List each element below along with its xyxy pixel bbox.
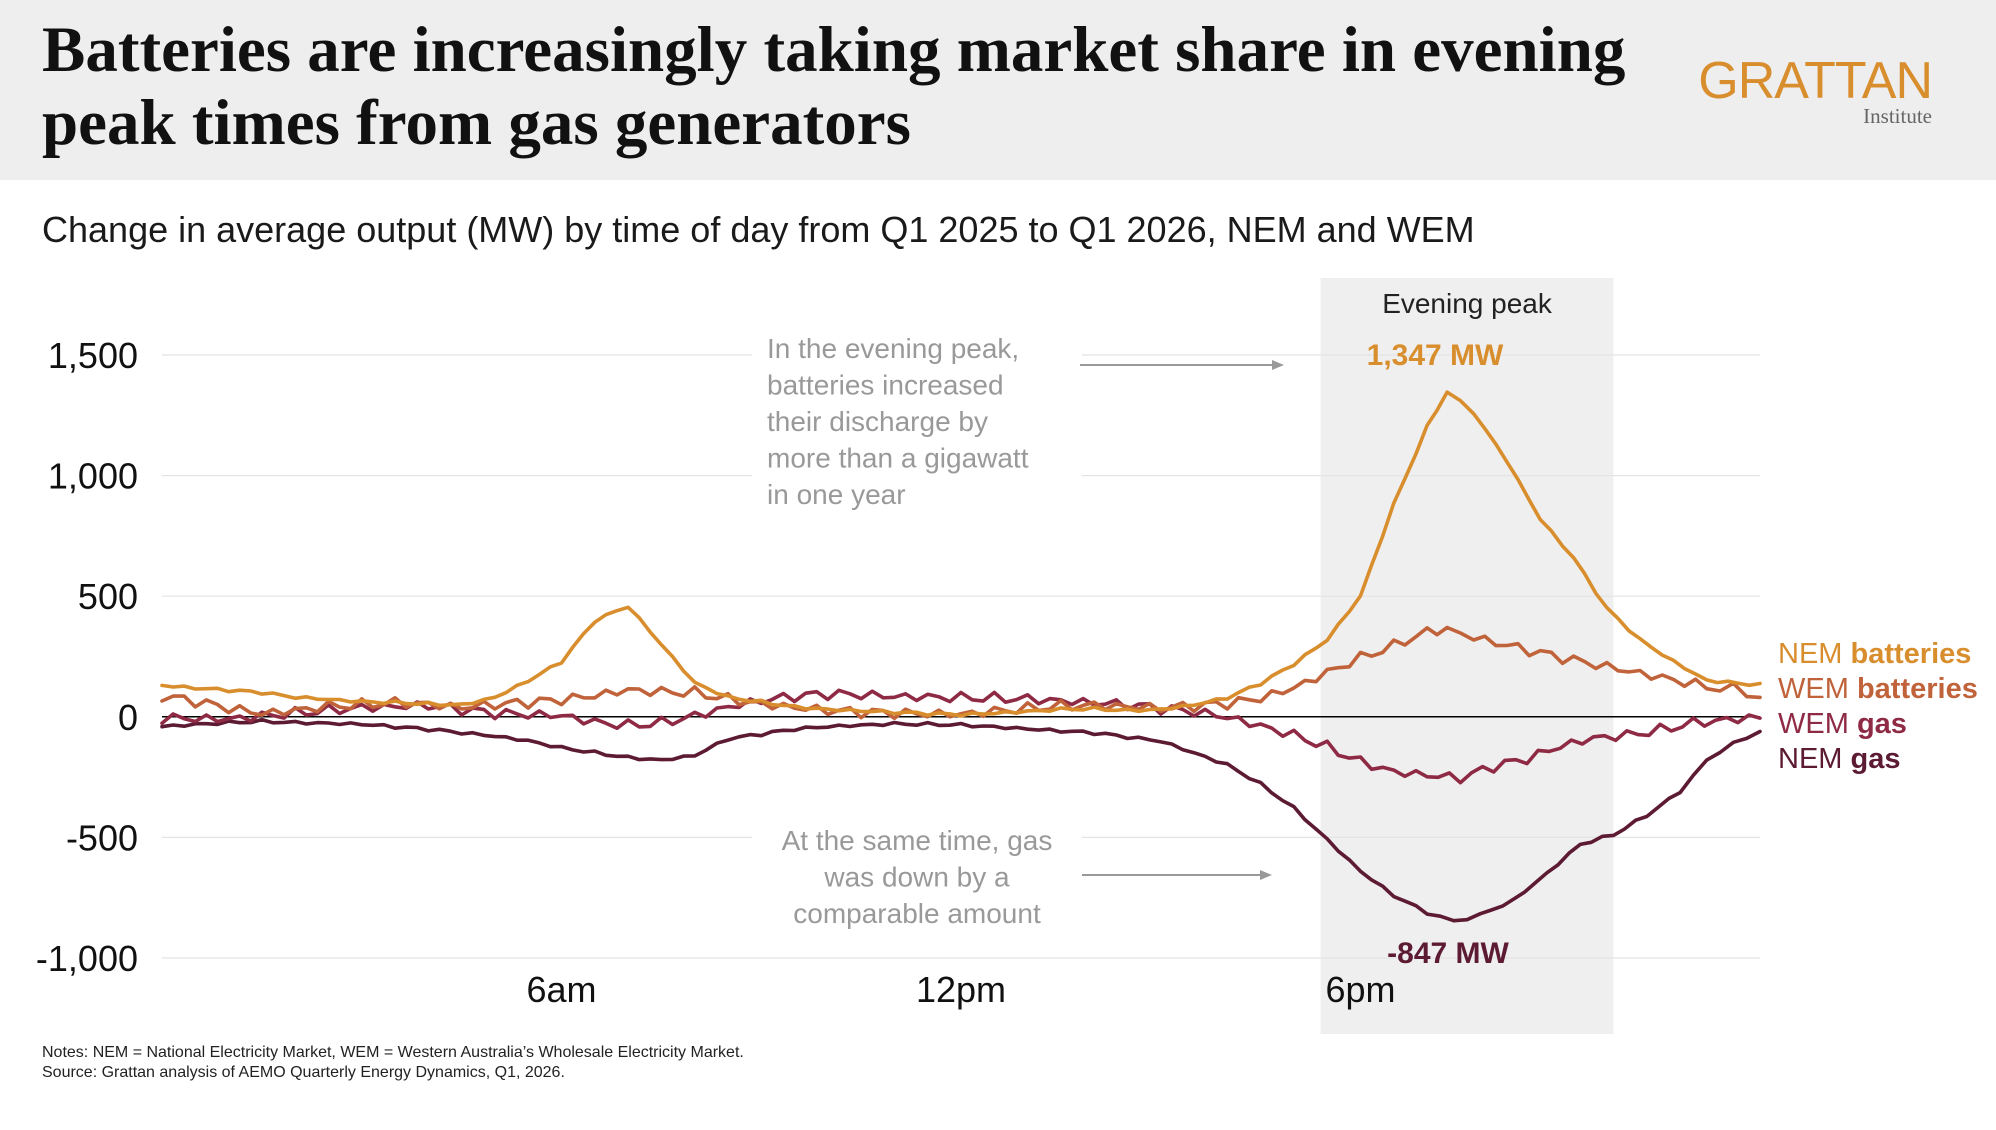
- y-tick-label: 1,000: [48, 456, 138, 497]
- y-tick-label: 500: [78, 576, 138, 617]
- batteries-note-line: their discharge by: [767, 406, 988, 437]
- source-line: Source: Grattan analysis of AEMO Quarter…: [42, 1064, 565, 1081]
- series-line-nem-gas: [160, 717, 1762, 923]
- logo-subtext: Institute: [1863, 104, 1932, 128]
- legend-item: NEM batteries: [1778, 638, 1971, 670]
- legend-item: NEM gas: [1778, 743, 1900, 775]
- batteries-note-line: batteries increased: [767, 370, 1004, 401]
- legend-bold: batteries: [1851, 638, 1972, 670]
- x-tick-label: 12pm: [916, 969, 1006, 1010]
- batteries-note-line: In the evening peak,: [767, 333, 1019, 364]
- chart-subtitle: Change in average output (MW) by time of…: [42, 209, 1475, 250]
- series-line-wem-gas: [160, 688, 1762, 785]
- x-tick-label: 6pm: [1325, 969, 1395, 1010]
- legend-prefix: NEM: [1778, 743, 1851, 775]
- y-tick-label: 0: [118, 697, 138, 738]
- page-title: Batteries are increasingly taking market…: [42, 14, 1626, 159]
- legend-bold: batteries: [1857, 673, 1978, 705]
- batteries-note-line: more than a gigawatt: [767, 443, 1029, 474]
- legend-prefix: WEM: [1778, 673, 1857, 705]
- peak-gas-label: -847 MW: [1387, 937, 1509, 970]
- legend-prefix: NEM: [1778, 638, 1851, 670]
- y-tick-label: -500: [66, 817, 138, 858]
- batteries-note-line: in one year: [767, 479, 906, 510]
- batteries-note-arrowhead: [1272, 360, 1284, 370]
- evening-peak-label: Evening peak: [1382, 288, 1553, 319]
- note-background: [752, 322, 1082, 512]
- y-tick-label: -1,000: [36, 938, 138, 979]
- gas-note-line: comparable amount: [793, 898, 1041, 929]
- y-axis-ticks: 1,500 1,000 500 0 -500 -1,000: [36, 335, 138, 979]
- logo-wordmark: GRATTAN: [1698, 52, 1933, 110]
- annotations: Evening peak In the evening peak, batterie…: [752, 288, 1553, 970]
- note-background: [752, 820, 1082, 935]
- x-axis-ticks: 6am 12pm 6pm: [526, 969, 1395, 1010]
- gas-note-line: At the same time, gas: [782, 825, 1053, 856]
- legend-prefix: WEM: [1778, 708, 1857, 740]
- notes-line: Notes: NEM = National Electricity Market…: [42, 1044, 744, 1061]
- legend-bold: gas: [1851, 743, 1901, 775]
- x-tick-label: 6am: [526, 969, 596, 1010]
- series-line-nem-batteries: [160, 390, 1762, 718]
- notes-block: Notes: NEM = National Electricity Market…: [42, 1043, 744, 1083]
- legend-bold: gas: [1857, 708, 1907, 740]
- gas-note-arrowhead: [1260, 870, 1272, 880]
- grattan-logo: GRATTAN Institute: [1698, 52, 1933, 128]
- header-banner: Batteries are increasingly taking market…: [0, 0, 1996, 180]
- y-tick-label: 1,500: [48, 335, 138, 376]
- legend-item: WEM gas: [1778, 708, 1907, 740]
- legend-item: WEM batteries: [1778, 673, 1978, 705]
- series-lines: [160, 390, 1762, 923]
- peak-battery-label: 1,347 MW: [1367, 339, 1504, 372]
- gas-note-line: was down by a: [823, 862, 1010, 893]
